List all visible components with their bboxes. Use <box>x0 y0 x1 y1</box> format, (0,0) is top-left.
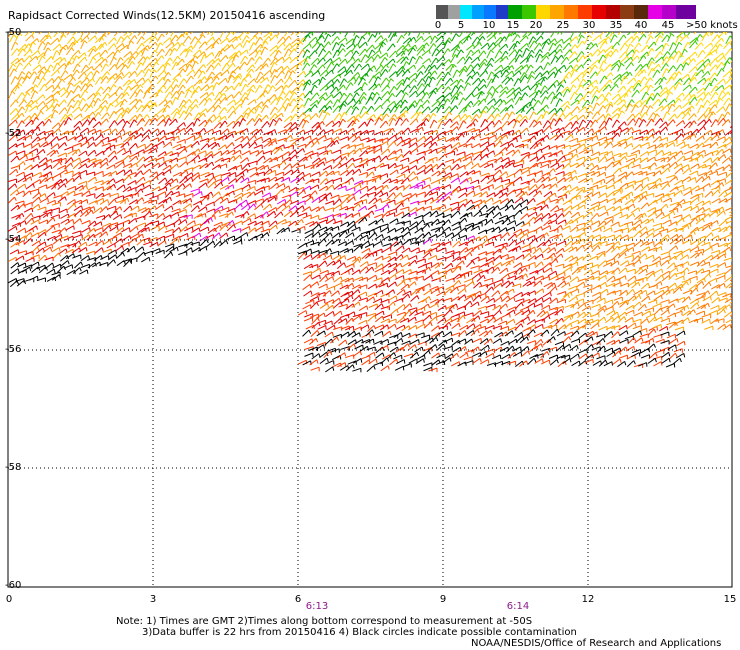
legend-label: 5 <box>457 20 465 31</box>
pass-time-label: 6:13 <box>305 601 329 612</box>
note-line-3: NOAA/NESDIS/Office of Research and Appli… <box>471 638 722 649</box>
legend-swatch <box>606 5 620 19</box>
legend-swatch <box>472 5 484 19</box>
lon-tick-label: 15 <box>723 594 737 605</box>
legend-label: 10 <box>482 20 496 31</box>
lat-tick-label: -52 <box>5 128 22 139</box>
legend-units: >50 knots <box>686 20 738 31</box>
lon-tick-label: 9 <box>439 594 447 605</box>
note-line-1: Note: 1) Times are GMT 2)Times along bot… <box>116 616 533 627</box>
lat-tick-label: -54 <box>5 234 22 245</box>
legend-swatch <box>662 5 676 19</box>
legend-swatch <box>496 5 508 19</box>
legend-label: 40 <box>634 20 648 31</box>
legend-swatch <box>550 5 564 19</box>
lat-tick-label: -50 <box>5 27 22 38</box>
legend-swatch <box>508 5 522 19</box>
legend-swatch <box>634 5 648 19</box>
lon-tick-label: 0 <box>5 594 13 605</box>
wind-barbs <box>8 32 732 373</box>
legend-swatch <box>648 5 662 19</box>
legend-swatch <box>536 5 550 19</box>
note-line-2: 3)Data buffer is 22 hrs from 20150416 4)… <box>142 627 577 638</box>
legend-label: 15 <box>506 20 520 31</box>
legend-swatch <box>436 5 448 19</box>
legend-label: 45 <box>661 20 675 31</box>
legend-swatch <box>460 5 472 19</box>
legend-swatch <box>676 5 696 19</box>
map-title: Rapidsact Corrected Winds(12.5KM) 201504… <box>8 9 326 22</box>
lat-tick-label: -56 <box>5 344 22 355</box>
legend-label: 30 <box>582 20 596 31</box>
legend-label: 20 <box>529 20 543 31</box>
legend-swatch <box>620 5 634 19</box>
lon-tick-label: 3 <box>149 594 157 605</box>
legend-swatch <box>564 5 578 19</box>
legend-swatch <box>592 5 606 19</box>
legend-swatch <box>484 5 496 19</box>
lon-tick-label: 6 <box>294 594 302 605</box>
legend-label: 35 <box>609 20 623 31</box>
lat-tick-label: -58 <box>5 462 22 473</box>
legend-label: 0 <box>434 20 442 31</box>
map-frame <box>7 31 733 588</box>
pass-time-label: 6:14 <box>506 601 530 612</box>
lon-tick-label: 12 <box>581 594 595 605</box>
lat-tick-label: -60 <box>5 580 22 591</box>
legend-swatch <box>522 5 536 19</box>
graticule <box>8 32 732 587</box>
legend-swatch <box>448 5 460 19</box>
legend-swatch <box>578 5 592 19</box>
legend-label: 25 <box>556 20 570 31</box>
